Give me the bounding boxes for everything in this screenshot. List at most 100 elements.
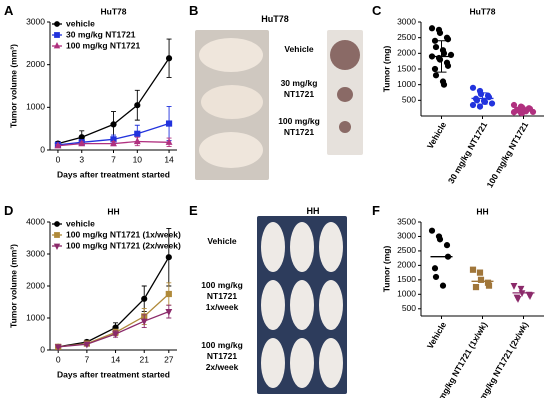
y-axis-label: Tumor volume (mm³)	[8, 44, 18, 128]
marker	[510, 283, 518, 290]
x-tick-label: 0	[56, 154, 61, 164]
y-tick-label: 1000	[26, 312, 45, 322]
x-axis-label: Days after treatment started	[57, 169, 170, 179]
marker	[428, 227, 436, 234]
y-tick-label: 3000	[397, 16, 416, 26]
y-tick-label: 1500	[397, 63, 416, 73]
panel-d-chart: 0 1000 2000 3000 4000 Tumor volume (mm³) 0 7 14 2…	[8, 206, 181, 379]
y-tick-label: 0	[40, 344, 45, 354]
legend-label: vehicle	[66, 218, 95, 228]
panel-a-chart: 0 1000 2000 3000 Tumor volume (mm³) 0 3 7 10 14 Da…	[8, 6, 177, 179]
photo-label: 100 mg/kg NT1721 1x/week	[201, 280, 243, 312]
x-tick-label: Vehicle	[425, 320, 448, 351]
panel-letter: F	[372, 203, 380, 218]
marker	[476, 269, 484, 276]
marker	[78, 134, 85, 141]
x-tick-label: 27	[164, 354, 174, 364]
photo-title: HH	[306, 206, 320, 216]
marker	[54, 344, 62, 352]
y-tick-label: 2000	[397, 48, 416, 58]
photo-panel: E HH Vehicle 100 mg/kg NT1721 1x/week 10…	[185, 200, 365, 398]
y-tick-label: 3000	[26, 248, 45, 258]
panel-f-chart: 500 1000 1500 2000 2500 3000 3500 Tumor (mg) HH V…	[381, 206, 544, 398]
legend-marker	[53, 243, 61, 251]
photo-label: Vehicle	[284, 44, 314, 54]
marker	[469, 101, 477, 109]
y-tick-label: 500	[402, 303, 416, 313]
x-tick-label: 14	[111, 354, 121, 364]
marker	[514, 296, 522, 303]
series-line	[58, 293, 170, 348]
photo-label: 30 mg/kg NT1721	[280, 78, 318, 99]
marker	[440, 81, 448, 88]
legend-label: 100 mg/kg NT1721 (2x/week)	[66, 240, 181, 250]
mouse	[319, 338, 343, 388]
marker	[476, 103, 484, 110]
x-tick-label: 14	[164, 154, 174, 164]
marker	[134, 102, 141, 109]
x-tick-label: 30 mg/kg NT1721	[446, 120, 490, 185]
marker	[110, 121, 117, 128]
marker	[134, 130, 141, 137]
marker	[165, 138, 173, 145]
y-tick-label: 4000	[26, 216, 45, 226]
marker	[83, 341, 91, 349]
x-tick-label: 21	[139, 354, 149, 364]
legend-marker	[54, 232, 60, 238]
x-tick-label: 10	[133, 154, 143, 164]
y-axis-label: Tumor (mg)	[381, 46, 391, 93]
chart-title: HuT78	[101, 6, 127, 16]
marker	[472, 283, 480, 291]
y-tick-label: 3000	[26, 16, 45, 26]
mouse	[290, 222, 314, 272]
marker	[431, 265, 439, 272]
marker	[110, 139, 117, 147]
photo-label: Vehicle	[207, 236, 237, 246]
mouse	[201, 85, 263, 119]
mouse	[319, 280, 343, 330]
mouse	[290, 338, 314, 388]
legend-marker	[54, 32, 60, 38]
y-tick-label: 1000	[397, 289, 416, 299]
panel-letter: A	[4, 3, 14, 18]
x-tick-label: 0	[56, 354, 61, 364]
marker	[440, 50, 448, 57]
marker	[510, 101, 518, 109]
mouse-photo	[195, 30, 269, 180]
marker	[431, 65, 439, 73]
y-axis-label: Tumor (mg)	[381, 246, 391, 293]
tumor	[330, 40, 360, 70]
mouse	[290, 280, 314, 330]
marker	[141, 295, 148, 302]
mouse	[261, 280, 285, 330]
marker	[477, 276, 485, 283]
mouse	[261, 338, 285, 388]
photo-label: 100 mg/kg NT1721 2x/week	[201, 340, 243, 372]
marker	[432, 273, 440, 281]
x-tick-label: 3	[79, 154, 84, 164]
marker	[488, 100, 496, 107]
marker	[439, 282, 447, 289]
panel-letter: D	[4, 203, 14, 218]
marker	[443, 242, 451, 249]
y-tick-label: 2000	[26, 59, 45, 69]
marker	[469, 266, 477, 273]
x-tick-label: Vehicle	[425, 120, 448, 151]
panel-letter: E	[189, 203, 198, 218]
y-tick-label: 0	[40, 144, 45, 154]
marker	[432, 43, 440, 51]
legend-marker	[54, 221, 60, 227]
marker	[485, 282, 493, 289]
marker	[78, 139, 86, 147]
marker	[165, 55, 173, 62]
marker	[444, 62, 452, 69]
mouse	[261, 222, 285, 272]
legend-label: vehicle	[66, 18, 95, 28]
marker	[517, 285, 525, 293]
marker	[436, 236, 444, 243]
marker	[436, 29, 444, 37]
tumor	[337, 87, 353, 102]
marker	[112, 331, 119, 339]
photo-title: HuT78	[261, 14, 289, 24]
marker	[165, 290, 172, 298]
